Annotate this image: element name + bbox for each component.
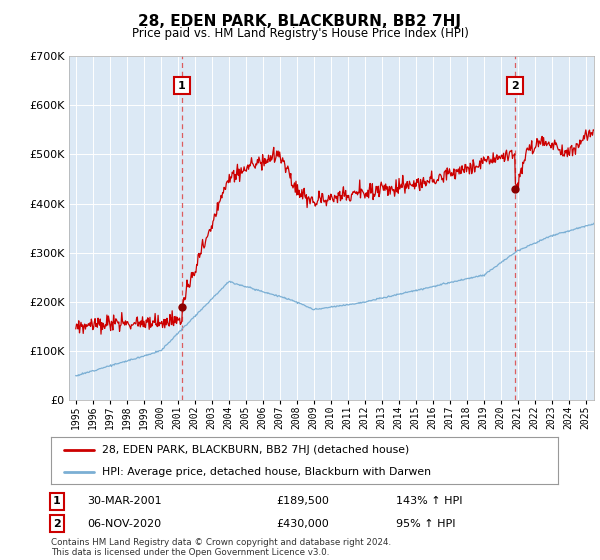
Text: 143% ↑ HPI: 143% ↑ HPI bbox=[396, 496, 463, 506]
Text: 06-NOV-2020: 06-NOV-2020 bbox=[87, 519, 161, 529]
Text: £189,500: £189,500 bbox=[276, 496, 329, 506]
Text: 28, EDEN PARK, BLACKBURN, BB2 7HJ (detached house): 28, EDEN PARK, BLACKBURN, BB2 7HJ (detac… bbox=[102, 445, 409, 455]
Text: 2: 2 bbox=[511, 81, 519, 91]
Text: 2: 2 bbox=[53, 519, 61, 529]
Text: HPI: Average price, detached house, Blackburn with Darwen: HPI: Average price, detached house, Blac… bbox=[102, 467, 431, 477]
Text: 30-MAR-2001: 30-MAR-2001 bbox=[87, 496, 161, 506]
Text: 1: 1 bbox=[178, 81, 186, 91]
Text: £430,000: £430,000 bbox=[276, 519, 329, 529]
Text: 1: 1 bbox=[53, 496, 61, 506]
Text: Price paid vs. HM Land Registry's House Price Index (HPI): Price paid vs. HM Land Registry's House … bbox=[131, 27, 469, 40]
Text: Contains HM Land Registry data © Crown copyright and database right 2024.
This d: Contains HM Land Registry data © Crown c… bbox=[51, 538, 391, 557]
Text: 28, EDEN PARK, BLACKBURN, BB2 7HJ: 28, EDEN PARK, BLACKBURN, BB2 7HJ bbox=[139, 14, 461, 29]
Text: 95% ↑ HPI: 95% ↑ HPI bbox=[396, 519, 455, 529]
